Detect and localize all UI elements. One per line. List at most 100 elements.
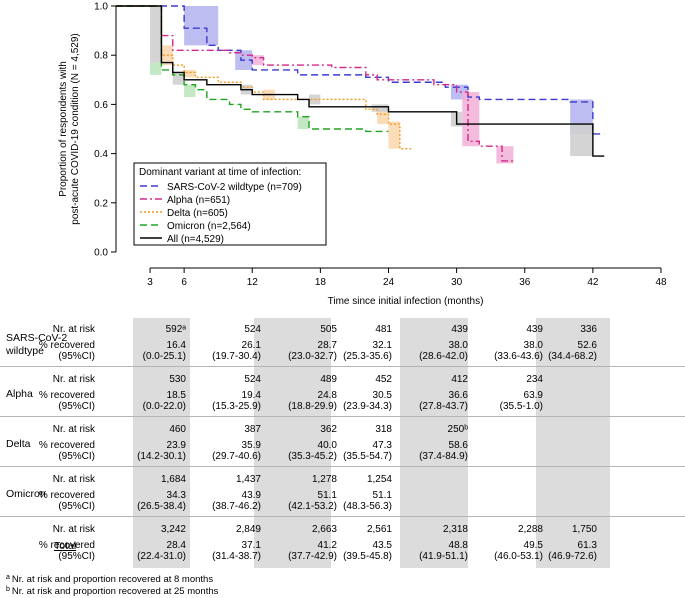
table-cell: 16.4 [166,340,186,351]
table-cell: (23.9-34.3) [343,401,392,412]
table-cell: (35.5-54.7) [343,451,392,462]
x-tick-label: 48 [655,277,667,288]
x-tick-label: 42 [587,277,599,288]
table-cell: 318 [375,424,392,435]
table-cell: 2,288 [517,524,543,535]
table-cell: 58.6 [448,440,468,451]
metric-label: % recovered [38,540,95,551]
table-cell: 38.0 [448,340,468,351]
metric-label: % recovered [38,440,95,451]
table-cell: 48.8 [448,540,468,551]
table-cell: (26.5-38.4) [137,501,186,512]
legend: Dominant variant at time of infection: SA… [133,162,327,246]
table-cell: 452 [375,374,392,385]
table-cell: (35.5-1.0) [499,401,543,412]
series-line-4 [116,5,605,157]
table-shade-band [254,318,331,568]
ci-box [496,146,514,164]
series-line-0 [116,5,605,135]
table-cell: (18.8-29.9) [288,401,337,412]
table-cell: (42.1-53.2) [288,501,337,512]
ci-box [150,6,162,63]
table-cell: 524 [244,324,261,335]
x-tick-label: 6 [181,277,187,288]
legend-title: Dominant variant at time of infection: [139,167,301,178]
x-tick-label: 24 [383,277,395,288]
table-cell: 1,278 [311,474,337,485]
table-cell: 52.6 [577,340,597,351]
ci-box [184,69,196,78]
x-tick-label: 30 [451,277,463,288]
table-cell: (46.9-72.6) [548,551,597,562]
table-cell: (31.4-38.7) [212,551,261,562]
metric-label: % recovered [38,390,95,401]
y-tick-label: 1.0 [94,2,108,13]
table-cell: 40.0 [317,440,337,451]
metric-label: % recovered [38,490,95,501]
table-cell: 18.5 [166,390,186,401]
table-cell: 481 [375,324,392,335]
footnote-a: a Nr. at risk and proportion recovered at… [6,574,214,585]
metric-label: % recovered [38,340,95,351]
table-cell: 1,750 [571,524,597,535]
table-cell: 592ᵃ [165,324,186,335]
y-axis-label: Proportion of respondents withpost-acute… [58,33,81,224]
metric-label: (95%CI) [58,551,95,562]
table-cell: (27.8-43.7) [419,401,468,412]
ci-box [377,109,389,125]
x-tick-label: 12 [247,277,259,288]
table-cell: 43.5 [372,540,392,551]
series-lines [116,5,605,162]
table-cell: 505 [320,324,337,335]
table-cell: (14.2-30.1) [137,451,186,462]
metric-label: Nr. at risk [52,424,95,435]
ci-box [150,62,162,75]
legend-label: All (n=4,529) [167,234,224,245]
table-cell: 23.9 [166,440,186,451]
table-cell: 489 [320,374,337,385]
table-cell: (15.3-25.9) [212,401,261,412]
metric-label: Nr. at risk [52,474,95,485]
metric-label: (95%CI) [58,351,95,362]
metric-label: Nr. at risk [52,374,95,385]
x-axis-label: Time since initial infection (months) [328,296,484,307]
table-cell: 3,242 [160,524,186,535]
table-cell: 524 [244,374,261,385]
table-cell: (34.4-68.2) [548,351,597,362]
table-cell: 234 [526,374,543,385]
table-cell: (39.5-45.8) [343,551,392,562]
metric-label: Nr. at risk [52,324,95,335]
table-cell: (37.4-84.9) [419,451,468,462]
table-cell: 47.3 [372,440,392,451]
table-divider [0,466,685,467]
table-cell: 28.4 [166,540,186,551]
table-cell: 387 [244,424,261,435]
legend-label: Omicron (n=2,564) [167,221,251,232]
table-cell: 49.5 [523,540,543,551]
table-cell: (46.0-53.1) [494,551,543,562]
x-tick-label: 18 [315,277,327,288]
table-cell: (37.7-42.9) [288,551,337,562]
table-cell: 336 [580,324,597,335]
series-line-1 [116,5,514,162]
ci-box [184,6,219,46]
table-shade-band [400,318,468,568]
table-cell: 36.6 [448,390,468,401]
table-cell: 1,437 [235,474,261,485]
table-cell: (33.6-43.6) [494,351,543,362]
metric-label: (95%CI) [58,501,95,512]
legend-box [133,162,327,246]
table-cell: (35.3-45.2) [288,451,337,462]
table-cell: 51.1 [372,490,392,501]
table-cell: 362 [320,424,337,435]
table-cell: 460 [169,424,186,435]
x-tick-label: 36 [519,277,531,288]
table-cell: 32.1 [372,340,392,351]
table-shade-band [133,318,190,568]
table-cell: 35.9 [241,440,261,451]
table-cell: 41.2 [317,540,337,551]
ci-box [184,84,196,98]
table-cell: 439 [451,324,468,335]
footnote-b: b Nr. at risk and proportion recovered at… [6,586,219,597]
